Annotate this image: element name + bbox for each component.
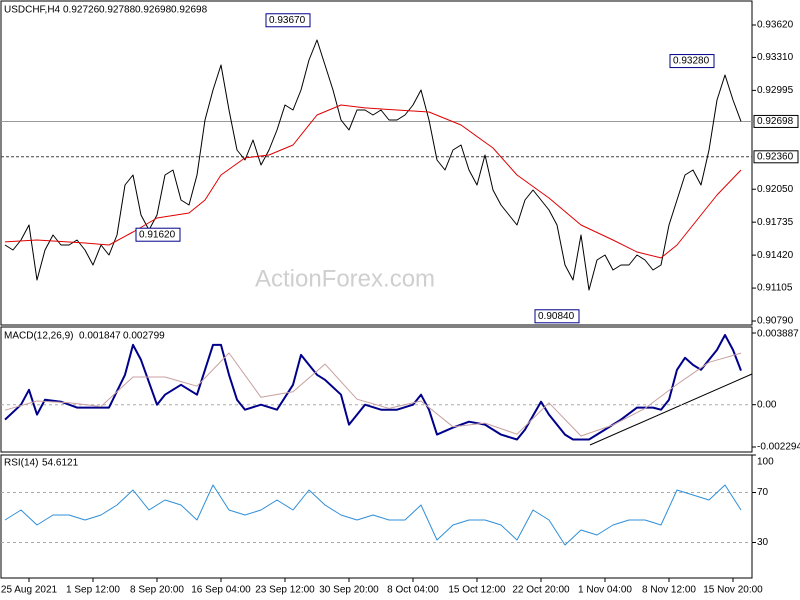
watermark: ActionForex.com: [255, 265, 435, 292]
y-tick-label: 30: [757, 537, 769, 548]
y-tick-label: 0.93620: [757, 20, 794, 31]
x-tick-label: 15 Nov 20:00: [703, 585, 763, 596]
panel: [0, 454, 753, 579]
y-tick-label: 0.00: [757, 399, 777, 410]
y-tick-label: 0.91735: [757, 217, 794, 228]
y-tick-label: 0.003887: [757, 329, 799, 340]
ohlc-high: 0.92788: [99, 5, 136, 16]
ohlc-low: 0.92698: [135, 5, 172, 16]
annotation-label: 0.93670: [269, 15, 306, 26]
series-line: [4, 334, 742, 441]
plot: [1, 39, 752, 291]
level-box: [753, 150, 799, 164]
annotation-label: 0.91620: [139, 229, 176, 240]
x-tick-label: 22 Oct 20:00: [512, 585, 570, 596]
plot: [1, 334, 752, 441]
macd-title: MACD(12,26,9): [4, 331, 73, 342]
y-tick-label: 100: [757, 457, 774, 468]
y-tick-label: 0.92995: [757, 85, 794, 96]
y-tick-label: 0.91420: [757, 250, 794, 261]
annotation-label: 0.93280: [673, 56, 710, 67]
x-tick-label: 16 Sep 04:00: [191, 585, 251, 596]
y-tick-label: 0.93310: [757, 52, 794, 63]
panel: [0, 326, 753, 453]
plot: [1, 484, 752, 546]
macd-readout: 0.002799: [123, 331, 165, 342]
annotation-box: [669, 54, 715, 69]
x-tick-label: 25 Aug 2021: [1, 585, 58, 596]
ohlc-close: 0.92698: [171, 5, 208, 16]
y-tick-label: 0.92050: [757, 184, 794, 195]
annotation-label: 0.90840: [538, 311, 575, 322]
series-line: [4, 352, 742, 437]
x-tick-label: 30 Sep 20:00: [319, 585, 379, 596]
y-tick-label: -0.002294: [757, 442, 800, 453]
level-label: 0.92698: [757, 116, 794, 127]
panel: [0, 0, 753, 326]
y-tick-label: 70: [757, 487, 769, 498]
annotation-box: [534, 309, 580, 324]
x-tick-label: 15 Oct 12:00: [448, 585, 506, 596]
series-line: [4, 484, 742, 546]
x-tick-label: 8 Nov 12:00: [642, 585, 696, 596]
rsi-title: RSI(14): [4, 458, 38, 469]
level-box: [753, 114, 799, 128]
x-tick-label: 8 Sep 20:00: [130, 585, 184, 596]
trend-line: [589, 373, 753, 446]
x-tick-label: 1 Nov 04:00: [578, 585, 632, 596]
x-tick-label: 8 Oct 04:00: [387, 585, 439, 596]
y-tick-label: 0.90790: [757, 316, 794, 327]
y-tick-label: 0.91105: [757, 283, 793, 294]
annotation-box: [135, 227, 181, 242]
x-tick-label: 23 Sep 12:00: [255, 585, 315, 596]
rsi-readout: 54.6121: [42, 458, 79, 469]
chart-title: USDCHF,H4: [4, 5, 61, 16]
series-line: [4, 39, 742, 291]
ohlc-open: 0.92726: [63, 5, 100, 16]
x-tick-label: 1 Sep 12:00: [66, 585, 120, 596]
annotation-box: [265, 13, 311, 28]
macd-readout: 0.001847: [79, 331, 121, 342]
series-line: [4, 104, 742, 259]
level-label: 0.92360: [757, 151, 794, 162]
